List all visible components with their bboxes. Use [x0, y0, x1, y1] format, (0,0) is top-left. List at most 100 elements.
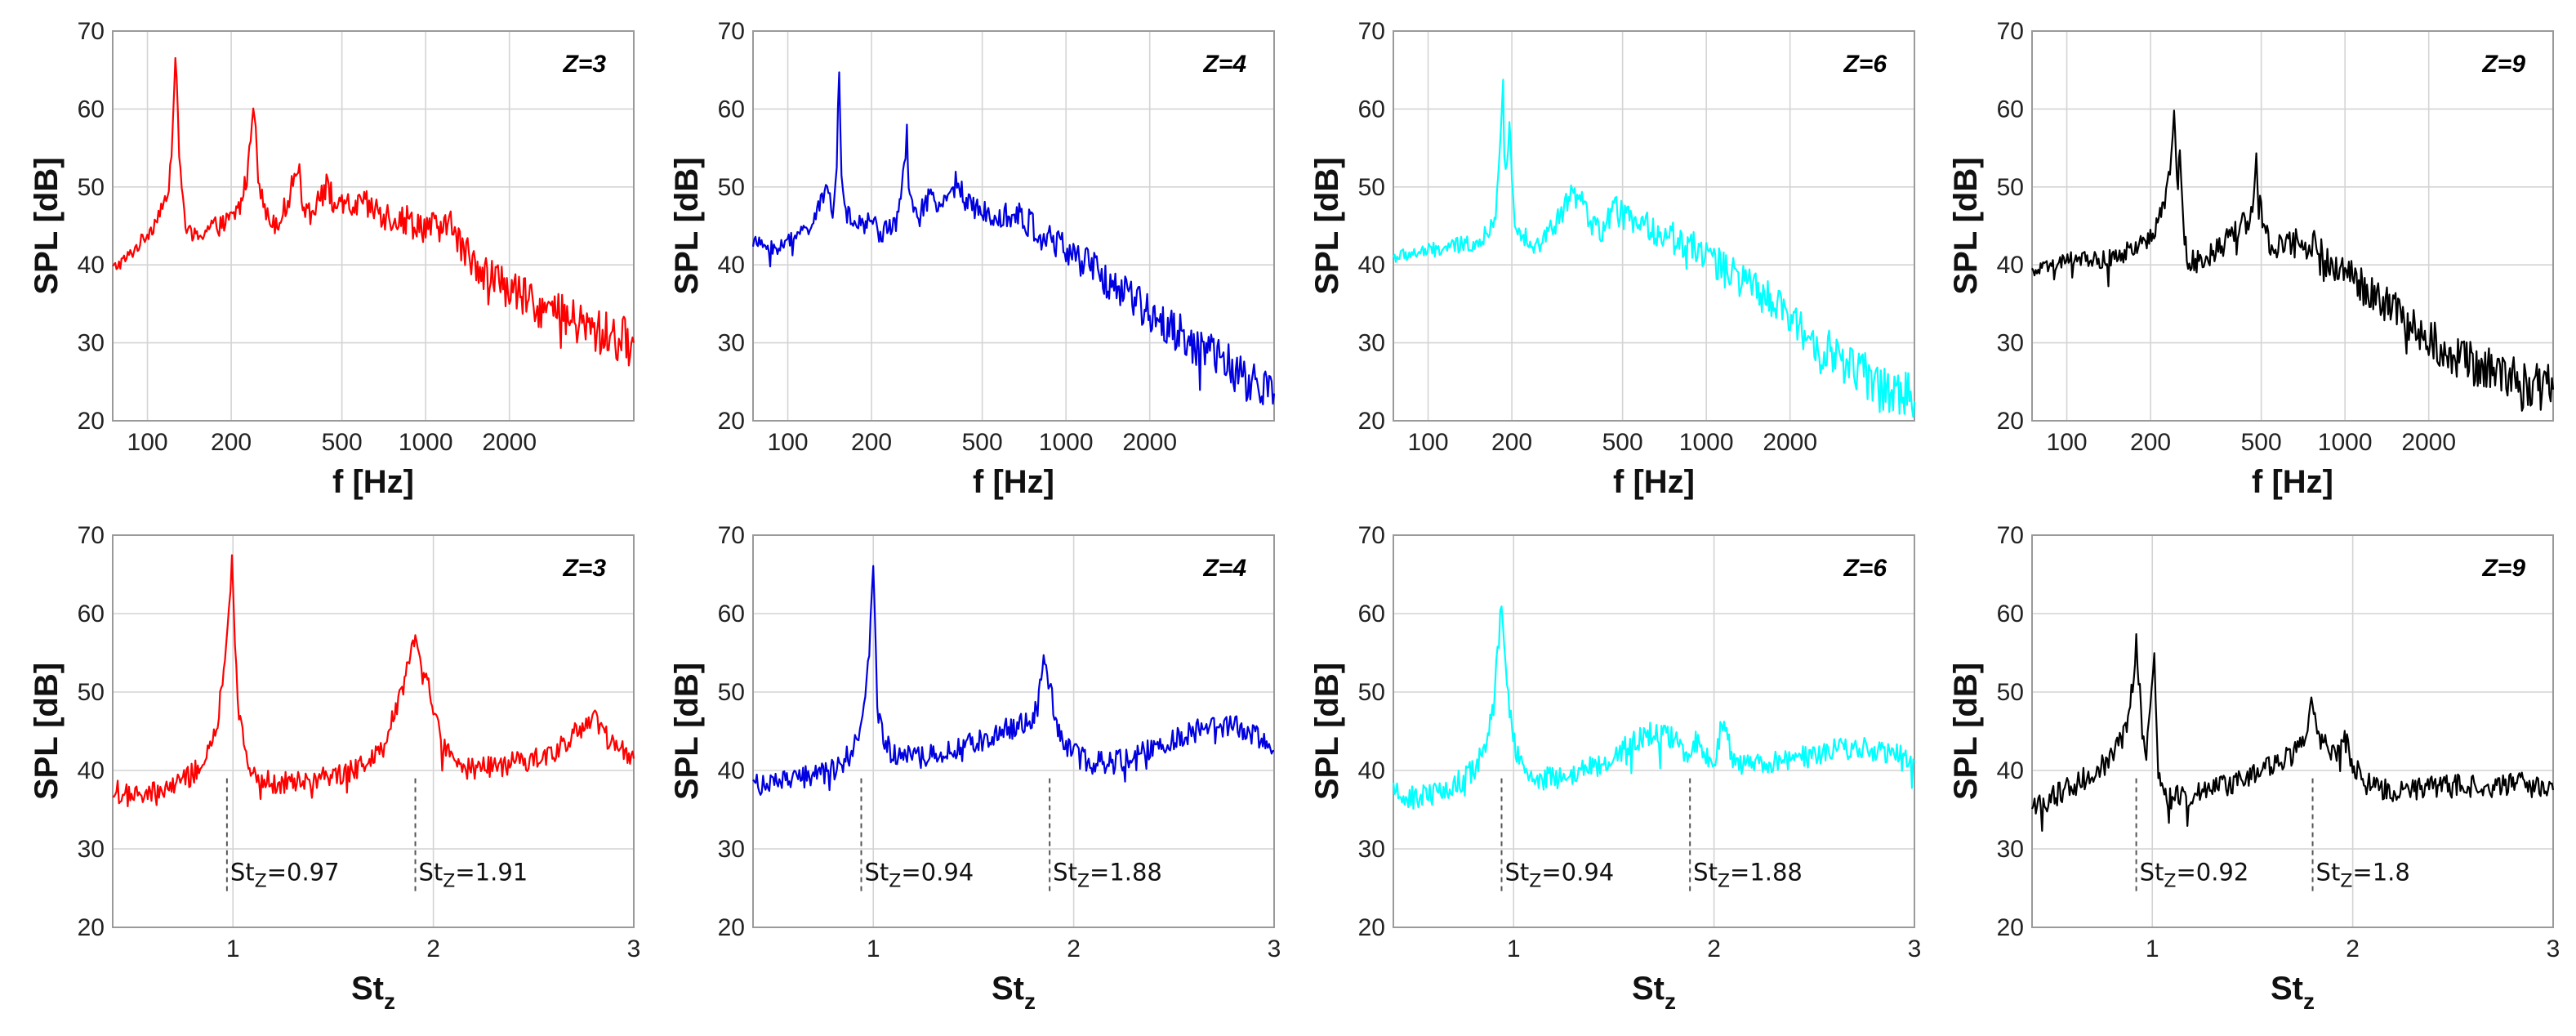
x-tick-label: 1000	[2318, 429, 2373, 456]
x-axis-label: Stz	[1632, 971, 1676, 1014]
y-tick-label: 40	[1358, 757, 1385, 784]
spl-series-line	[752, 565, 1275, 796]
x-tick-label: 200	[1491, 429, 1532, 456]
spl-series-line	[1392, 605, 1916, 810]
plot-frame	[2031, 534, 2554, 928]
y-tick-label: 20	[78, 408, 105, 435]
x-tick-label: 2000	[482, 429, 537, 456]
chart-panel-1: 20 30 40 50 60 70 100 200 500 1000 2000 Z=3 SPL [dB]…	[29, 18, 635, 500]
panel-title: Z=4	[1202, 51, 1246, 78]
y-axis-label: SPL [dB]	[1309, 663, 1345, 800]
x-tick-label: 200	[851, 429, 892, 456]
x-tick-label: 200	[211, 429, 252, 456]
y-tick-label: 30	[1997, 836, 2024, 863]
plot-frame	[112, 30, 635, 422]
y-tick-label: 20	[1358, 914, 1385, 941]
x-tick-label: 1	[1507, 936, 1521, 962]
x-axis-label: Stz	[2271, 971, 2315, 1014]
y-tick-label: 20	[718, 914, 745, 941]
y-tick-label: 50	[1997, 174, 2024, 201]
y-tick-label: 20	[1997, 914, 2024, 941]
x-tick-label: 100	[2047, 429, 2088, 456]
y-tick-label: 70	[718, 18, 745, 45]
y-tick-label: 30	[1997, 330, 2024, 357]
y-tick-label: 70	[718, 522, 745, 549]
x-tick-label: 1000	[399, 429, 453, 456]
x-axis-label: f [Hz]	[973, 464, 1054, 500]
plot-frame	[112, 534, 635, 928]
spl-series-line	[112, 56, 635, 367]
y-axis-label: SPL [dB]	[669, 157, 705, 294]
x-tick-label: 1000	[1039, 429, 1094, 456]
x-axis-label: f [Hz]	[2252, 464, 2333, 500]
y-tick-label: 30	[718, 836, 745, 863]
y-tick-label: 60	[718, 601, 745, 627]
x-tick-label: 3	[1908, 936, 1922, 962]
y-tick-label: 50	[78, 679, 105, 706]
panel-title: Z=3	[562, 555, 606, 582]
y-tick-label: 60	[1997, 601, 2024, 627]
peak-annotation: StZ=1.88	[1693, 858, 1803, 891]
y-tick-label: 50	[78, 174, 105, 201]
y-axis-label: SPL [dB]	[1948, 157, 1984, 294]
y-axis-label: SPL [dB]	[29, 663, 65, 800]
x-tick-label: 100	[127, 429, 168, 456]
plot-frame	[2031, 30, 2554, 422]
spl-series-line	[2031, 109, 2555, 412]
x-tick-label: 1	[2146, 936, 2159, 962]
y-tick-label: 70	[78, 522, 105, 549]
y-tick-label: 40	[78, 757, 105, 784]
x-tick-label: 3	[2547, 936, 2560, 962]
plot-frame	[1393, 30, 1915, 422]
chart-panel-3: 20 30 40 50 60 70 100 200 500 1000 2000 Z=6 SPL [dB]…	[1309, 18, 1916, 500]
x-tick-label: 1	[867, 936, 880, 962]
y-tick-label: 60	[718, 96, 745, 123]
y-tick-label: 30	[718, 330, 745, 357]
peak-annotation: StZ=0.97	[230, 858, 340, 891]
y-tick-label: 30	[78, 836, 105, 863]
x-tick-label: 500	[1602, 429, 1643, 456]
peak-annotation: StZ=1.8	[2316, 858, 2410, 891]
x-tick-label: 500	[2241, 429, 2282, 456]
peak-annotation: StZ=1.88	[1053, 858, 1162, 891]
chart-panel-6: 20 30 40 50 60 70 1 2 3 Z=4 SPL [dB] Stz StZ=0.94 StZ…	[669, 522, 1281, 1014]
spl-series-line	[751, 71, 1276, 406]
x-tick-label: 500	[322, 429, 363, 456]
x-tick-label: 200	[2130, 429, 2171, 456]
y-tick-label: 60	[1358, 96, 1385, 123]
x-tick-label: 3	[1268, 936, 1281, 962]
spl-series-line	[112, 554, 635, 808]
x-tick-label: 1000	[1679, 429, 1734, 456]
y-tick-label: 50	[718, 174, 745, 201]
y-tick-label: 70	[78, 18, 105, 45]
y-tick-label: 40	[718, 252, 745, 279]
x-tick-label: 2000	[2401, 429, 2456, 456]
panel-title: Z=3	[562, 51, 606, 78]
chart-panel-4: 20 30 40 50 60 70 100 200 500 1000 2000 Z=9 SPL [dB]…	[1948, 18, 2555, 500]
x-axis-label: f [Hz]	[332, 464, 414, 500]
x-tick-label: 2000	[1122, 429, 1177, 456]
y-tick-label: 20	[1997, 408, 2024, 435]
y-axis-label: SPL [dB]	[1948, 663, 1984, 800]
y-tick-label: 40	[78, 252, 105, 279]
y-tick-label: 40	[718, 757, 745, 784]
y-tick-label: 60	[1997, 96, 2024, 123]
x-tick-label: 2000	[1763, 429, 1817, 456]
y-tick-label: 20	[1358, 408, 1385, 435]
x-tick-label: 2	[2346, 936, 2360, 962]
y-tick-label: 20	[718, 408, 745, 435]
y-tick-label: 30	[1358, 330, 1385, 357]
y-tick-label: 50	[1997, 679, 2024, 706]
y-axis-label: SPL [dB]	[669, 663, 705, 800]
chart-panel-2: 20 30 40 50 60 70 100 200 500 1000 2000 Z=4 SPL [dB]…	[669, 18, 1276, 500]
x-tick-label: 2	[426, 936, 440, 962]
plot-frame	[752, 30, 1275, 422]
y-tick-label: 50	[718, 679, 745, 706]
y-tick-label: 60	[1358, 601, 1385, 627]
y-tick-label: 60	[78, 96, 105, 123]
spl-series-line	[2030, 632, 2555, 833]
y-tick-label: 70	[1997, 522, 2024, 549]
panel-title: Z=6	[1843, 51, 1887, 78]
x-tick-label: 100	[1408, 429, 1449, 456]
